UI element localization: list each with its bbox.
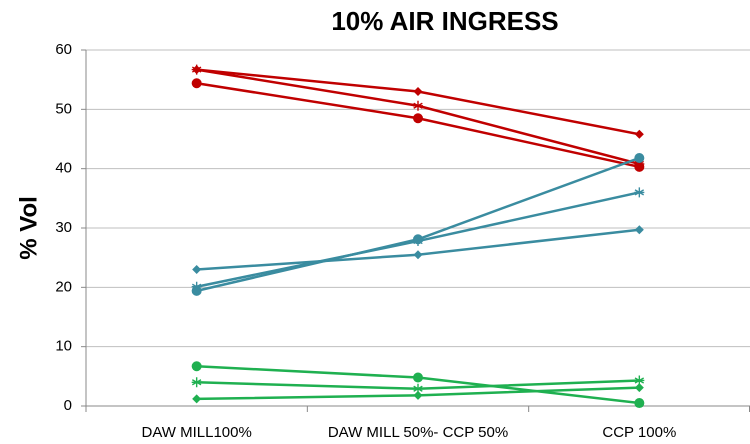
marker <box>191 285 202 296</box>
marker <box>413 250 423 260</box>
marker <box>634 225 644 235</box>
marker <box>634 187 645 198</box>
marker <box>191 64 202 75</box>
marker <box>413 113 423 124</box>
y-tick-label: 50 <box>55 100 72 117</box>
marker <box>634 383 644 393</box>
marker <box>413 390 423 400</box>
marker <box>634 152 645 163</box>
series-line <box>196 156 640 293</box>
marker <box>191 377 202 388</box>
x-tick-label: CCP 100% <box>602 424 676 441</box>
x-tick-label: DAW MILL 50%- CCP 50% <box>328 424 508 441</box>
marker <box>413 372 423 383</box>
x-tick-label: DAW MILL100% <box>142 424 252 441</box>
y-tick-label: 20 <box>55 278 72 295</box>
y-tick-label: 40 <box>55 160 72 177</box>
marker <box>413 87 423 97</box>
y-tick-label: 0 <box>64 397 72 414</box>
marker <box>192 265 202 275</box>
marker <box>192 394 202 404</box>
chart-title: 10% AIR INGRESS <box>331 6 558 36</box>
y-tick-label: 60 <box>55 41 72 58</box>
y-tick-label: 10 <box>55 338 72 355</box>
marker <box>634 161 645 172</box>
y-tick-label: 30 <box>55 219 72 236</box>
marker <box>634 375 645 386</box>
y-axis-label: % Vol <box>15 196 42 260</box>
marker <box>634 398 645 409</box>
marker <box>413 234 423 245</box>
marker <box>413 100 423 111</box>
marker <box>413 383 423 394</box>
marker <box>191 361 202 372</box>
marker <box>191 78 202 89</box>
marker <box>634 129 644 139</box>
